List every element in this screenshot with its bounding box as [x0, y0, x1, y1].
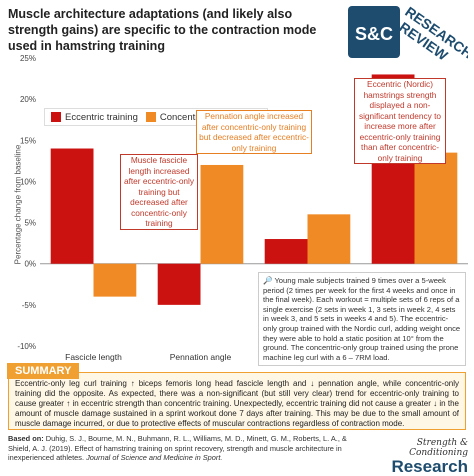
bar-chart: 25% 20% 15% 10% 5% 0% -5% -10% Fascicle length Pe…: [0, 50, 474, 374]
y-tick-label: 0%: [24, 260, 36, 269]
footer-brand-line1: Strength & Conditioning: [409, 438, 468, 458]
y-tick-label: -10%: [17, 342, 36, 351]
chart-svg: 25% 20% 15% 10% 5% 0% -5% -10% Fascicle length Pe…: [17, 54, 468, 362]
page-title: Muscle architecture adaptations (and lik…: [8, 7, 317, 53]
y-tick-label: 15%: [20, 136, 36, 145]
bar-concentric: [200, 164, 244, 264]
y-axis-label: Percentage change from baseline: [13, 144, 23, 265]
summary-tag: SUMMARY: [7, 363, 80, 379]
bar-concentric: [414, 152, 458, 264]
annotation-fascicle: Muscle fascicle length increased after e…: [120, 154, 198, 230]
y-tick-label: -5%: [22, 301, 36, 310]
bar-eccentric: [157, 263, 201, 305]
method-note: 🔎 Young male subjects trained 9 times ov…: [258, 272, 466, 367]
bar-eccentric: [50, 148, 94, 264]
annotation-pennation: Pennation angle increased after concentr…: [196, 110, 312, 154]
citation: Based on: Duhig, S. J., Bourne, M. N., B…: [8, 434, 348, 463]
citation-text: Duhig, S. J., Bourne, M. N., Buhmann, R.…: [8, 434, 347, 462]
annotation-nordic: Eccentric (Nordic) hamstrings strength d…: [354, 78, 446, 164]
bar-eccentric: [264, 239, 308, 264]
footer-brand-line2: Research: [391, 457, 468, 476]
logo-monogram: S&C: [355, 24, 393, 44]
sc-research-review-logo: S&C RESEARCH REVIEW: [346, 3, 474, 82]
x-tick-label: Pennation angle: [170, 352, 232, 362]
bar-concentric: [307, 214, 351, 264]
y-tick-label: 20%: [20, 95, 36, 104]
citation-label: Based on:: [8, 434, 44, 443]
y-tick-label: 5%: [24, 219, 36, 228]
legend-item-eccentric: Eccentric training: [51, 112, 138, 123]
citation-journal: Journal of Science and Medicine in Sport…: [86, 453, 223, 462]
summary-box: SUMMARY Eccentric-only leg curl training…: [7, 363, 466, 430]
y-tick-label: 25%: [20, 54, 36, 63]
info-icon: 🔎: [263, 276, 275, 285]
bar-concentric: [93, 263, 137, 297]
y-tick-label: 10%: [20, 177, 36, 186]
summary-text: Eccentric-only leg curl training ↑ bicep…: [15, 379, 459, 428]
footer-brand-logo: Strength & Conditioning Research: [360, 438, 468, 476]
x-tick-label: Fascicle length: [65, 352, 122, 362]
